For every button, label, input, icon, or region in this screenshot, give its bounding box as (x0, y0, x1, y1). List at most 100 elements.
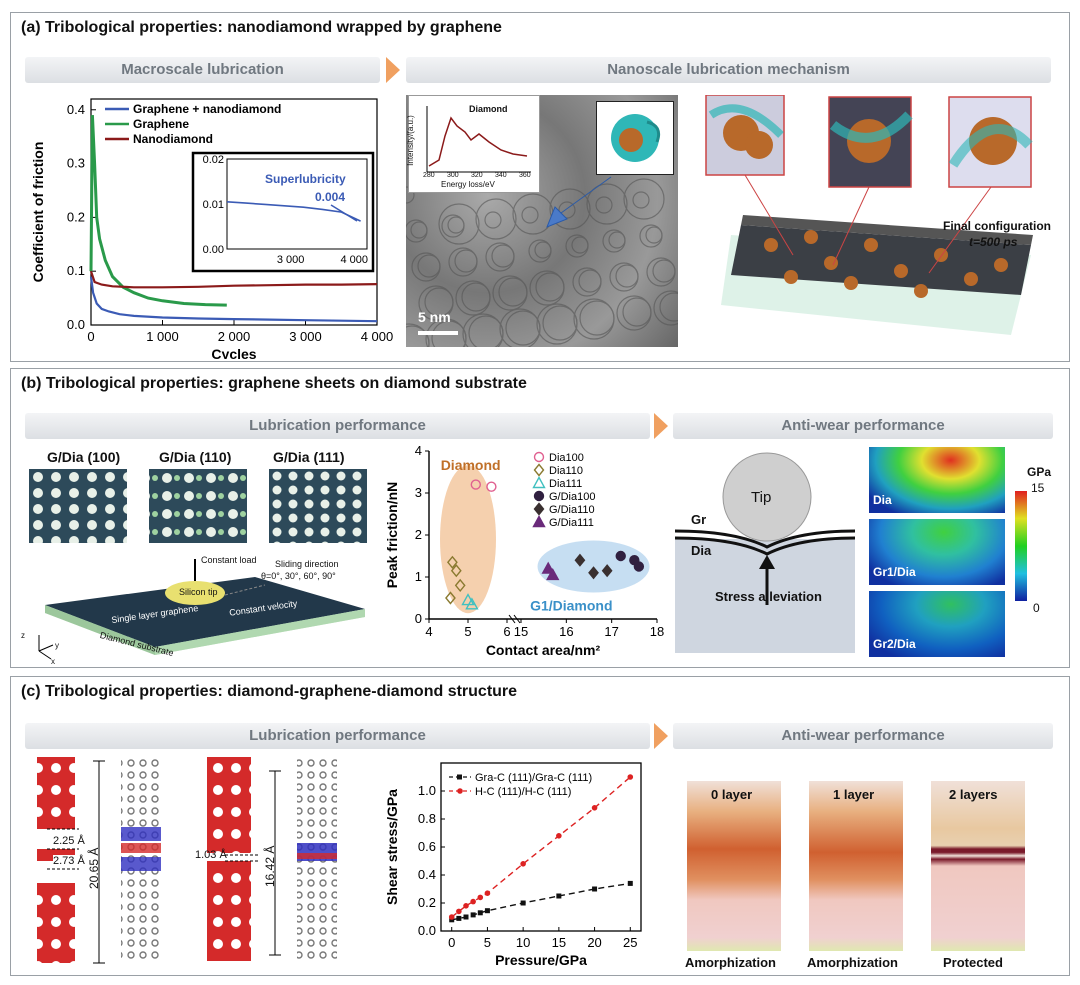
tem-ring (406, 186, 415, 204)
panel-b-band-right: Anti-wear performance (673, 413, 1053, 439)
diamond-group-ellipse (440, 465, 496, 614)
data-point-h-c-111-h-c-111- (591, 805, 598, 811)
legend-marker (533, 490, 545, 502)
lattice-structures (29, 469, 367, 543)
dgd-structures (37, 757, 337, 964)
stress-map-label-gr1: Gr1/Dia (873, 565, 916, 579)
tem-ring (549, 188, 591, 230)
data-point-dia111 (465, 597, 479, 610)
data-point-dia100 (470, 479, 482, 490)
tem-ring (484, 211, 502, 229)
legend-marker (533, 502, 545, 516)
nanodiamond-particle (784, 270, 798, 284)
tem-ring (461, 282, 491, 312)
y-tick-label: 0.4 (418, 867, 436, 882)
antiwear-schematic (675, 452, 856, 653)
inset-value-label: 0.004 (315, 190, 345, 204)
legend-label: H-C (111)/H-C (111) (475, 786, 571, 798)
x-axis-label: Pressure/GPa (495, 952, 587, 968)
tem-ring (535, 272, 565, 302)
data-point-g-dia111 (546, 567, 560, 581)
y-tick-label: 1.0 (418, 783, 436, 798)
data-point-h-c-111-h-c-111- (470, 898, 476, 905)
axis-break-mark (513, 614, 521, 624)
nanodiamond-particle (964, 272, 978, 286)
data-point-h-c-111-h-c-111- (456, 908, 462, 915)
panel-a: (a) Tribological properties: nanodiamond… (10, 12, 1070, 362)
series-line-h-c-111-h-c-111- (451, 776, 631, 918)
legend-marker (457, 788, 463, 794)
series-line-nanodiamond (89, 270, 378, 289)
nanodiamond-particle (804, 230, 818, 244)
legend-marker (532, 515, 546, 528)
data-point-gra-c-111-gra-c-111- (627, 880, 633, 886)
axis-x-label: x (51, 657, 55, 666)
nanodiamond-particle (764, 238, 778, 252)
x-tick-label: 4 (425, 624, 432, 639)
y-axis-label: Shear stress/GPa (384, 789, 400, 905)
inset-arrow (330, 204, 358, 222)
tem-ring (438, 203, 480, 245)
legend-label: Dia110 (549, 465, 583, 477)
tip-label: Tip (751, 489, 772, 506)
nanodiamond-particle (824, 256, 838, 270)
tem-ring (542, 305, 578, 341)
data-point-h-c-111-h-c-111- (627, 774, 634, 780)
wrapped-nanodiamond-inset (596, 101, 674, 175)
data-point-gra-c-111-gra-c-111- (463, 914, 469, 920)
tem-ring (468, 315, 504, 347)
legend-marker (532, 476, 546, 489)
md-wear-0-layer (687, 781, 781, 951)
tem-ring (586, 183, 628, 225)
dim-1-03: 1.03 Å (195, 849, 227, 861)
tem-ring (498, 277, 528, 307)
group-label-diamond: Diamond (441, 457, 501, 473)
x-tick-label: 18 (650, 624, 664, 639)
dia-label: Dia (691, 543, 712, 558)
data-point-g-dia111 (541, 561, 555, 574)
md-wear-2-layers (931, 781, 1025, 951)
tem-ring (645, 226, 663, 244)
tem-ring (659, 292, 678, 322)
data-point-g-dia110 (601, 564, 613, 578)
data-point-dia110 (454, 578, 466, 593)
data-point-dia110 (450, 564, 462, 578)
x-tick-label: 25 (623, 935, 637, 950)
y-axis-label: Peak friction/nN (384, 482, 400, 589)
spectrum-tick-0: 280 (423, 172, 435, 179)
dim-2-25: 2.25 Å (53, 835, 85, 847)
stress-map-label-dia: Dia (873, 493, 892, 507)
colorbar-min: 0 (1033, 601, 1040, 615)
y-tick-label: 0.8 (418, 811, 436, 826)
x-tick-label: 15 (552, 935, 566, 950)
tem-ring (417, 254, 441, 278)
md-top-label-0: 0 layer (711, 787, 753, 802)
y-tick-label: 0.2 (418, 895, 436, 910)
structure-label-100: G/Dia (100) (47, 449, 121, 465)
nanodiamond-particle (844, 276, 858, 290)
legend-marker (457, 774, 462, 780)
structure-label-111: G/Dia (111) (273, 449, 345, 465)
series-line-graphene (89, 115, 227, 307)
dim-20-65: 20.65 Å (87, 847, 101, 889)
tem-ring (571, 236, 589, 254)
tem-image: 5 nm Diamond Intensity/(a.u.) Energy los… (406, 95, 678, 347)
y-tick-label: 0 (415, 611, 422, 626)
x-tick-label: 10 (516, 935, 530, 950)
data-point-gra-c-111-gra-c-111- (456, 915, 462, 921)
panel-b: (b) Tribological properties: graphene sh… (10, 368, 1070, 668)
time-label: t=500 ps (969, 235, 1018, 249)
y-tick-label: 0.4 (67, 102, 85, 117)
tem-ring (653, 290, 678, 326)
md-bottom-label-2: Protected (943, 955, 1003, 970)
axis-y-label: y (55, 641, 59, 650)
data-point-gra-c-111-gra-c-111- (470, 912, 476, 918)
data-point-gra-c-111-gra-c-111- (556, 893, 562, 899)
shear-stress-chart: 0 5 10 15 20 25 0.0 0.2 0.4 0.6 0.8 1.0 Pressure/GPa… (384, 762, 642, 968)
sliding-schematic (38, 559, 365, 660)
md-bottom-label-0: Amorphization (685, 955, 776, 970)
axis-break-mark (508, 614, 516, 624)
inset-frame (226, 158, 368, 250)
x-tick-label: 4 000 (361, 329, 394, 344)
blue-arrow-icon (546, 176, 612, 228)
